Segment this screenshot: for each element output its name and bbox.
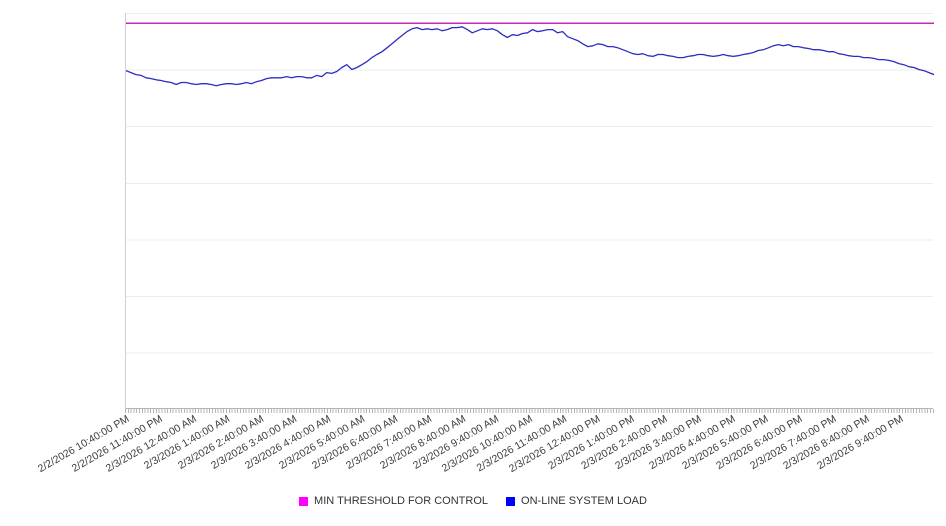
legend-item-threshold: MIN THRESHOLD FOR CONTROL — [299, 495, 488, 507]
system-load-line — [126, 26, 934, 87]
x-axis-minor-ticks — [125, 409, 934, 413]
legend: MIN THRESHOLD FOR CONTROL ON-LINE SYSTEM… — [0, 495, 946, 507]
series-svg — [126, 22, 934, 87]
legend-label-system-load: ON-LINE SYSTEM LOAD — [521, 495, 647, 507]
legend-label-threshold: MIN THRESHOLD FOR CONTROL — [314, 495, 489, 507]
threshold-swatch — [299, 496, 309, 506]
plot-area — [125, 13, 934, 409]
system-load-swatch — [506, 496, 516, 506]
legend-item-system-load: ON-LINE SYSTEM LOAD — [506, 495, 647, 507]
